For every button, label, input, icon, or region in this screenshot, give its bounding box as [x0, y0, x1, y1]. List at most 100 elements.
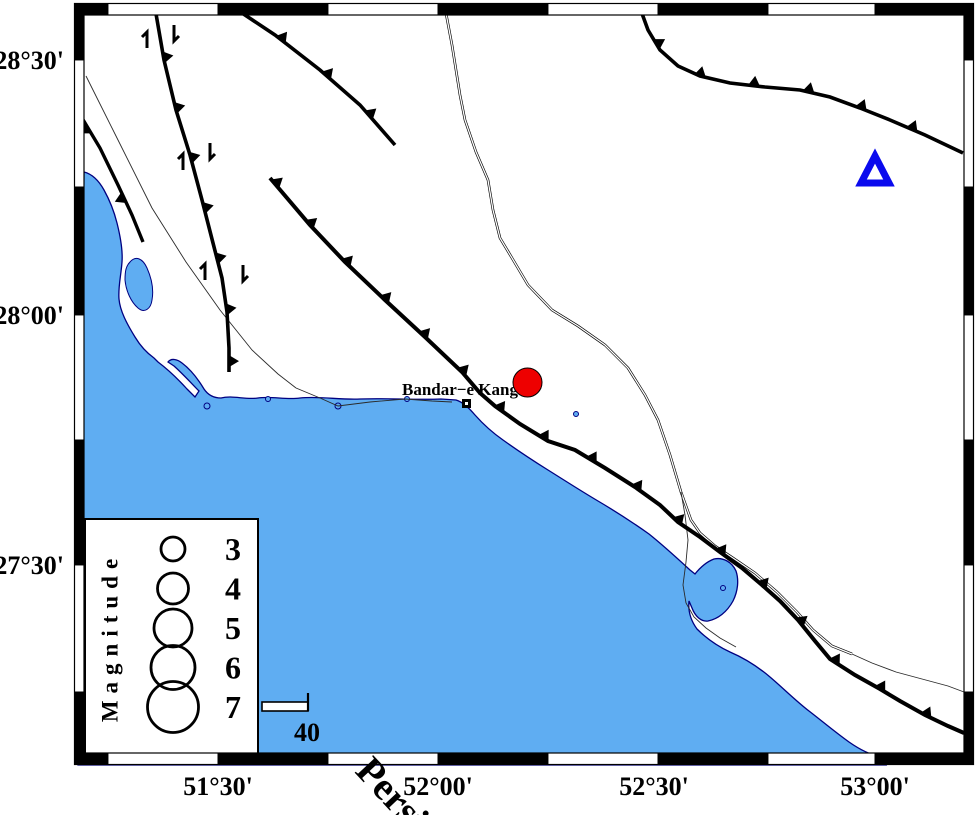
frame-outer-line: [73, 2, 975, 766]
frame-tick-left: [74, 439, 85, 566]
thrust-tooth: [494, 400, 506, 413]
zagros-front-thrust: [268, 176, 965, 735]
x-axis-label: 52°00': [403, 772, 473, 801]
legend-magnitude-circle: [146, 680, 200, 734]
frame-tick-left: [74, 691, 85, 754]
legend-magnitude-circle: [159, 535, 187, 563]
thrust-tooth: [225, 303, 237, 316]
frame-tick-right: [963, 14, 974, 61]
frame-tick-bottom: [767, 752, 876, 765]
thrust-tooth: [906, 120, 918, 132]
frame-tick-left: [74, 314, 85, 441]
fault-trace: [153, 7, 231, 372]
thrust-tooth: [271, 177, 283, 189]
legend-magnitude-value: 4: [225, 571, 241, 607]
thrust-tooth: [364, 108, 377, 120]
thrust-tooth: [321, 68, 333, 80]
thrust-tooth: [757, 577, 769, 590]
minor-road: [295, 387, 453, 407]
frame-tick-top: [74, 3, 109, 16]
y-axis-label: 27°30': [0, 551, 64, 580]
small-island: [265, 396, 271, 402]
legend-magnitude-value: 6: [225, 650, 241, 686]
frame-tick-left: [74, 564, 85, 693]
frame-tick-left: [74, 14, 85, 61]
frame-tick-bottom: [657, 752, 769, 765]
frame-tick-right: [963, 439, 974, 566]
slip-arrow-up: [176, 150, 185, 170]
frame-tick-bottom: [107, 752, 219, 765]
slip-arrow-down: [208, 143, 217, 163]
thrust-tooth: [457, 364, 469, 376]
frame-tick-bottom: [874, 752, 974, 765]
small-island: [573, 411, 579, 417]
legend-magnitude-circle: [152, 607, 194, 649]
frame-tick-top: [547, 3, 659, 16]
strike-slip-arrows: [140, 25, 250, 285]
magnitude-legend: 3 45 67: [84, 518, 259, 756]
frame-tick-right: [963, 691, 974, 754]
thrust-tooth: [802, 82, 815, 94]
thrust-tooth: [305, 217, 318, 230]
fault-layer: [79, 5, 965, 735]
small-island: [720, 585, 726, 591]
legend-magnitude-value: 5: [225, 610, 241, 646]
frame-tick-top: [217, 3, 329, 16]
thrust-tooth: [653, 39, 666, 50]
y-axis-label: 28°00': [0, 301, 64, 330]
frame-tick-top: [107, 3, 219, 16]
x-axis-label: 53°00': [840, 772, 910, 801]
thrust-tooth: [631, 479, 643, 492]
thrust-tooth: [189, 151, 201, 164]
slip-arrow-up: [198, 260, 207, 280]
city-label: Bandar−e Kangan: [402, 380, 536, 399]
fault-trace: [80, 117, 145, 243]
map-scale-bar: [261, 693, 310, 712]
thrust-tooth: [829, 653, 840, 666]
fault-trace: [232, 5, 397, 147]
western-strike-slip-fault: [153, 7, 239, 372]
station-triangle: [855, 148, 895, 187]
thrust-tooth: [796, 615, 808, 627]
symbol-layer: [462, 148, 895, 408]
city-marker-center: [465, 402, 468, 405]
thrust-tooth: [748, 75, 761, 87]
thrust-tooth: [229, 355, 239, 368]
frame-tick-right: [963, 564, 974, 693]
slip-arrow-down: [241, 265, 250, 285]
fault-trace: [638, 7, 964, 155]
northern-thrust-fault: [232, 5, 397, 147]
legend-box: [84, 518, 259, 756]
thrust-tooth: [673, 514, 685, 526]
legend-title: Magnitude: [97, 552, 122, 722]
frame-tick-bottom: [74, 752, 109, 765]
slip-arrow-down: [172, 25, 181, 45]
scale-bar: [261, 701, 309, 712]
northeastern-thrust-fault: [638, 7, 964, 155]
sea-layer: [77, 171, 888, 766]
frame-tick-bottom: [217, 752, 329, 765]
thrust-tooth: [380, 292, 392, 304]
thrust-tooth: [586, 451, 597, 463]
frame-tick-top: [657, 3, 769, 16]
minor-road: [851, 653, 965, 693]
thrust-tooth: [855, 99, 867, 111]
thrust-tooth: [694, 66, 706, 78]
slip-arrow-up: [140, 28, 149, 48]
scale-bar-label: 40: [294, 718, 320, 747]
frame-tick-top: [767, 3, 876, 16]
frame-tick-left: [74, 59, 85, 188]
coastal-lagoon: [124, 257, 154, 311]
thrust-tooth: [874, 680, 886, 693]
legend-magnitude-value: 7: [225, 689, 241, 725]
frame-tick-left: [74, 186, 85, 316]
frame-tick-right: [963, 59, 974, 188]
x-axis-label: 51°30': [183, 772, 253, 801]
thrust-tooth: [202, 202, 214, 214]
small-island: [203, 402, 211, 410]
thrust-tooth: [715, 544, 727, 556]
thrust-tooth: [341, 255, 353, 268]
thrust-tooth: [920, 706, 932, 719]
thrust-tooth: [276, 31, 288, 44]
